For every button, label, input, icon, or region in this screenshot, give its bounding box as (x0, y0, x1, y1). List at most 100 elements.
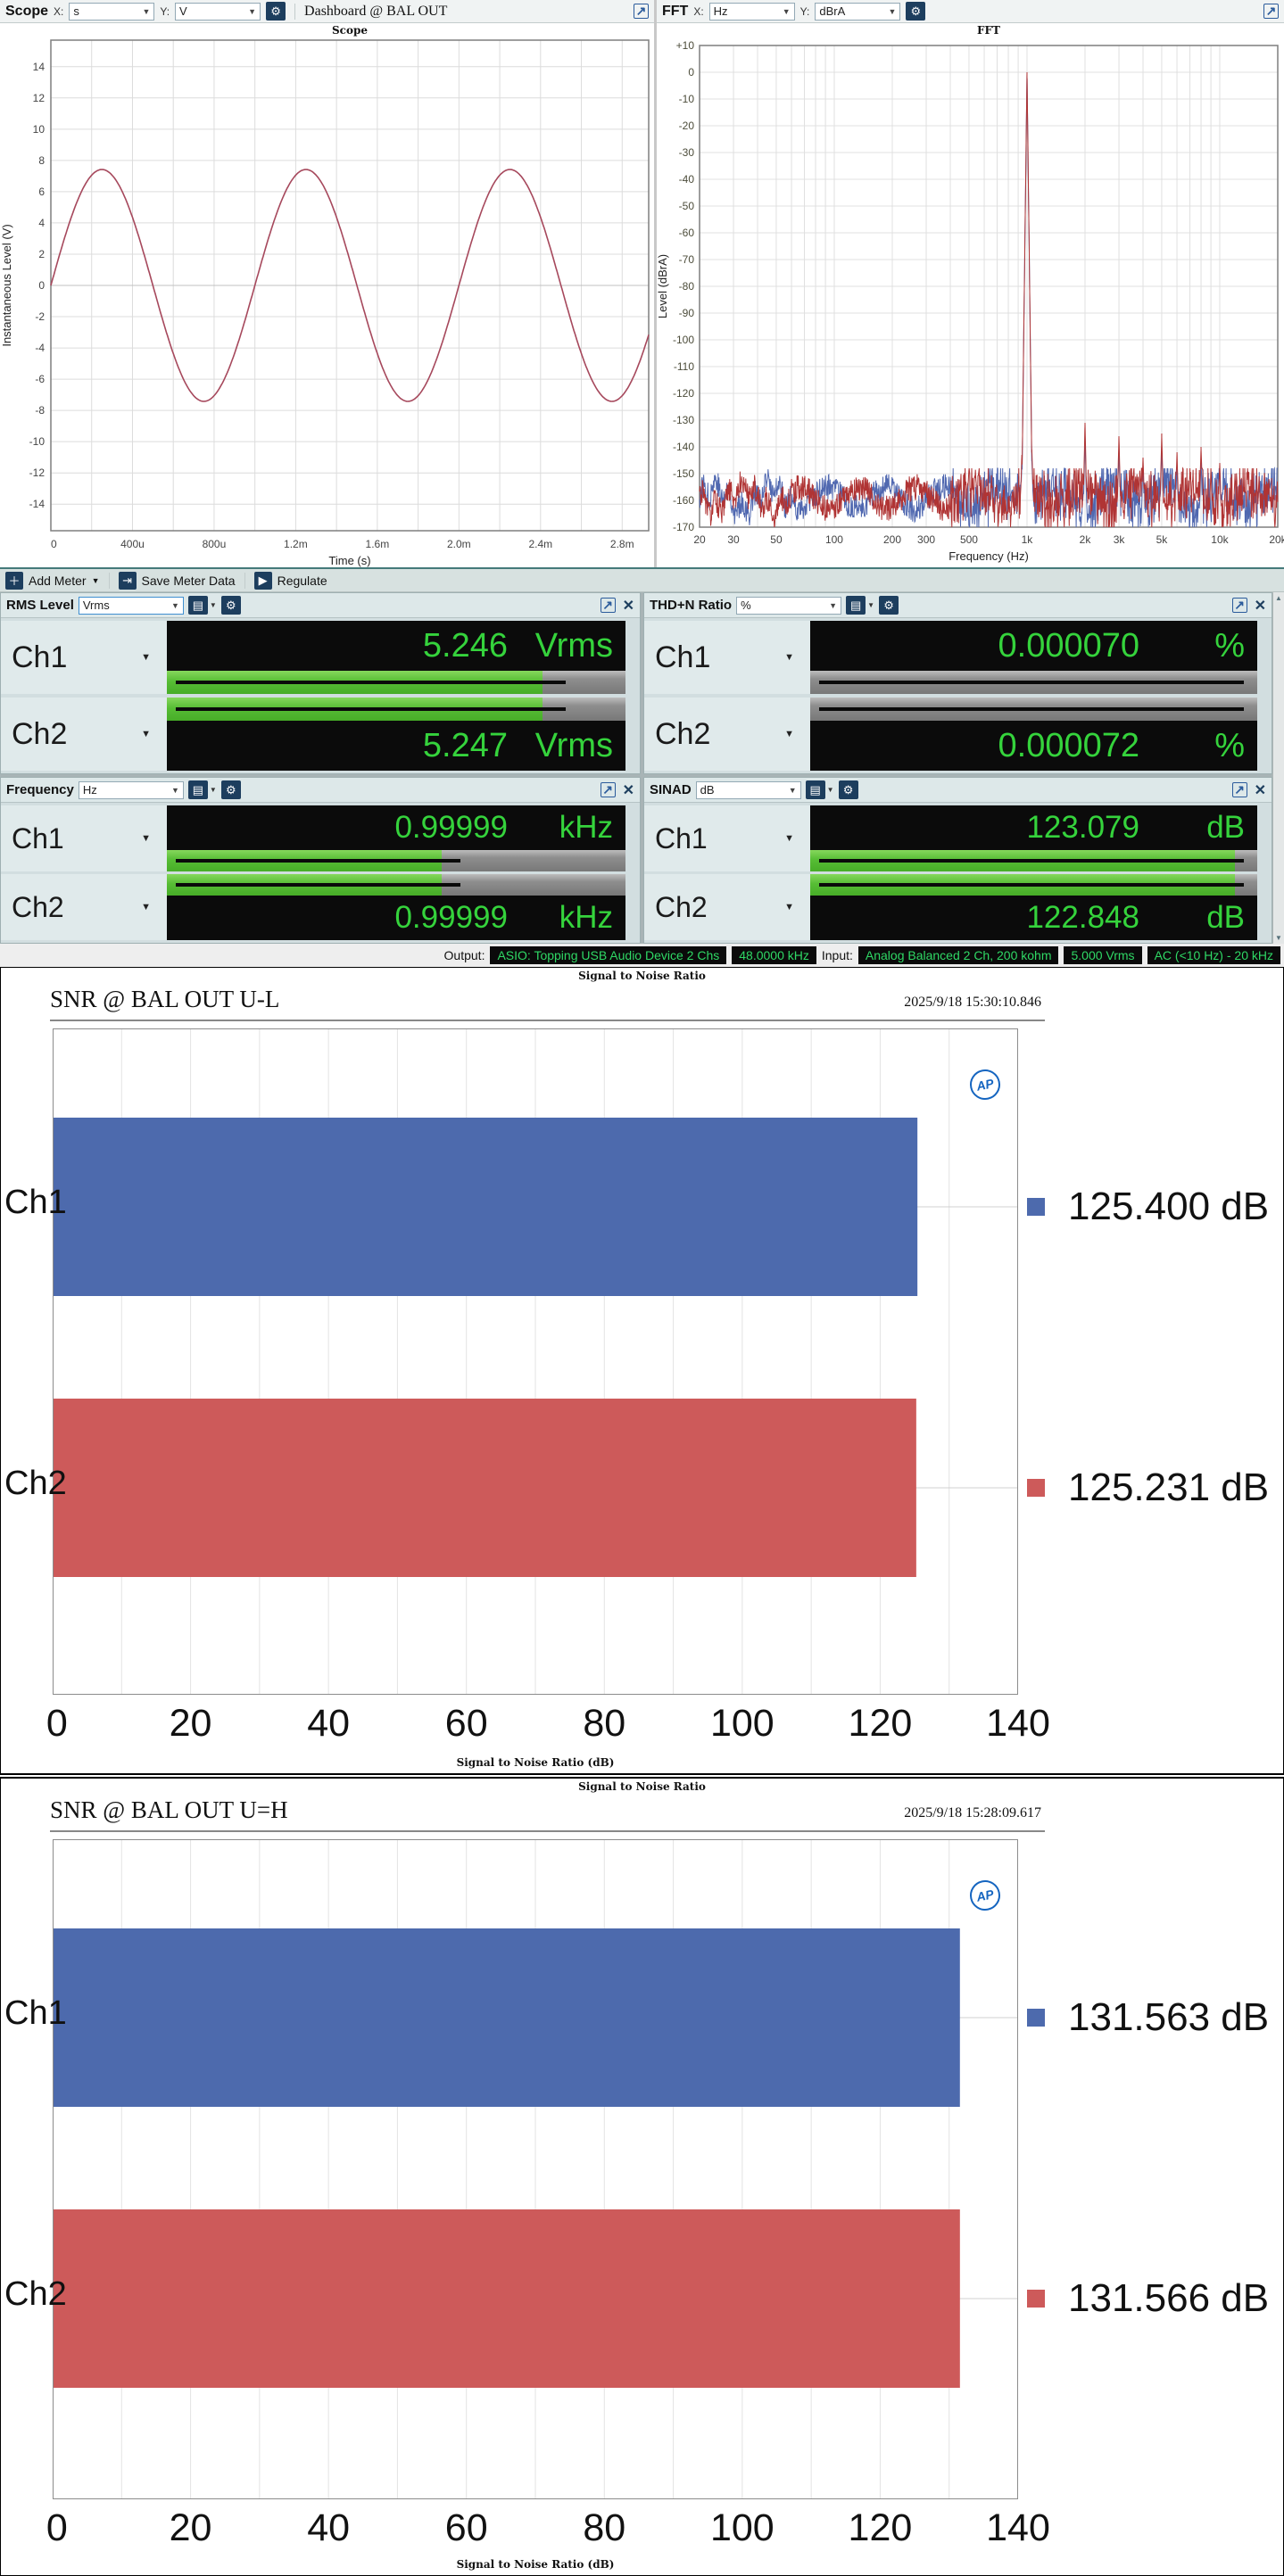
scope-y-unit-select[interactable]: V ▼ (175, 2, 261, 21)
input-config-badge[interactable]: Analog Balanced 2 Ch, 200 kohm (857, 946, 1059, 964)
x-tick-label: 400u (120, 538, 145, 550)
plot-title: Scope (332, 24, 368, 37)
x-tick-label: 20 (693, 533, 706, 546)
legend-ch2: 125.231 dB (1027, 1461, 1269, 1515)
x-tick-label: 500 (960, 533, 978, 546)
channel-selector[interactable]: Ch1 ▼ (644, 621, 810, 694)
x-tick-label: 2.0m (447, 538, 471, 550)
gear-icon[interactable]: ⚙ (906, 2, 926, 21)
popout-icon[interactable]: ↗ (1231, 598, 1247, 613)
output-device-badge[interactable]: ASIO: Topping USB Audio Device 2 Chs (490, 946, 727, 964)
meter-unit-select[interactable]: Hz ▼ (78, 780, 184, 799)
gear-icon[interactable]: ⚙ (220, 780, 241, 799)
popout-icon[interactable]: ↗ (634, 4, 649, 19)
channel-row: Ch1 ▼ 123.079 dB (644, 805, 1257, 871)
meter-readout: 0.99999 kHz (167, 805, 625, 850)
x-tick-label: 3k (1114, 533, 1126, 546)
y-axis-label: Y: (160, 4, 170, 18)
y-tick-label: +10 (676, 39, 695, 52)
scope-x-unit-select[interactable]: s ▼ (69, 2, 155, 21)
channel-selector[interactable]: Ch2 ▼ (1, 874, 167, 940)
sample-rate-badge[interactable]: 48.0000 kHz (732, 946, 816, 964)
x-tick-label: 60 (444, 2506, 488, 2549)
meter-unit-value: % (741, 599, 751, 612)
gear-icon[interactable]: ⚙ (879, 596, 899, 615)
close-icon[interactable]: ✕ (1254, 782, 1266, 798)
popout-icon[interactable]: ↗ (600, 782, 616, 797)
meter-unit: kHz (559, 810, 613, 845)
y-axis-title: Level (dBrA) (657, 254, 669, 318)
meter-scrollbar[interactable]: ▲ ▼ (1272, 592, 1284, 944)
input-filter-badge[interactable]: AC (<10 Hz) - 20 kHz (1147, 946, 1280, 964)
scroll-down-icon[interactable]: ▼ (1275, 934, 1282, 942)
fft-x-unit-value: Hz (713, 4, 728, 18)
meter-view-mode-button[interactable]: ▤ (846, 596, 866, 615)
save-icon: ⇥ (118, 571, 137, 590)
channel-selector[interactable]: Ch1 ▼ (1, 805, 167, 871)
add-meter-button[interactable]: ＋ Add Meter ▼ (5, 571, 100, 590)
channel-selector[interactable]: Ch2 ▼ (1, 698, 167, 771)
y-axis-title: Instantaneous Level (V) (0, 224, 13, 346)
bar-plot-area: AP (53, 1028, 1018, 1695)
chevron-down-icon: ▼ (888, 6, 897, 16)
x-axis-ticks: 0 20 40 60 80 100 120 140 (46, 2506, 1050, 2551)
gear-icon[interactable]: ⚙ (838, 780, 858, 799)
separator (244, 572, 245, 589)
y-tick-label: -50 (679, 200, 695, 212)
x-tick-label: 30 (727, 533, 740, 546)
save-meter-data-button[interactable]: ⇥ Save Meter Data (118, 571, 236, 590)
fft-x-unit-select[interactable]: Hz ▼ (708, 2, 795, 21)
channel-selector[interactable]: Ch2 ▼ (644, 698, 810, 771)
meter-view-mode-button[interactable]: ▤ (805, 780, 825, 799)
chevron-down-icon: ▼ (141, 652, 151, 663)
chevron-down-icon: ▼ (867, 601, 875, 609)
y-tick-label: 10 (33, 123, 46, 136)
x-tick-label: 120 (848, 2506, 913, 2549)
close-icon[interactable]: ✕ (622, 782, 634, 798)
channel-selector[interactable]: Ch2 ▼ (644, 874, 810, 940)
regulate-button[interactable]: ▶ Regulate (253, 571, 327, 590)
popout-icon[interactable]: ↗ (1263, 4, 1279, 19)
close-icon[interactable]: ✕ (622, 598, 634, 614)
close-icon[interactable]: ✕ (1254, 598, 1266, 614)
x-tick-label: 80 (583, 1702, 626, 1745)
chevron-down-icon: ▼ (248, 6, 257, 16)
x-tick-label: 0 (46, 2506, 68, 2549)
channel-label: Ch1 (12, 640, 68, 674)
scroll-up-icon[interactable]: ▲ (1275, 594, 1282, 602)
channel-selector[interactable]: Ch1 ▼ (644, 805, 810, 871)
channel-selector[interactable]: Ch1 ▼ (1, 621, 167, 694)
x-tick-label: 20k (1269, 533, 1284, 546)
chevron-down-icon: ▼ (829, 600, 838, 610)
meter-readout: 5.247 Vrms (167, 721, 625, 771)
meter-value: 0.99999 (394, 900, 508, 935)
meter-value: 123.079 (1026, 810, 1139, 845)
chevron-down-icon: ▼ (209, 786, 217, 794)
meter-unit-select[interactable]: dB ▼ (695, 780, 801, 799)
meter-unit: Vrms (534, 726, 613, 764)
y-tick-label: -12 (29, 466, 46, 479)
gear-icon[interactable]: ⚙ (266, 2, 286, 21)
x-tick-label: 40 (307, 2506, 351, 2549)
meter-readout: 5.246 Vrms (167, 621, 625, 671)
chevron-down-icon: ▼ (141, 833, 151, 844)
meter-panel-thd-n-ratio: THD+N Ratio % ▼ ▤ ▼ ⚙ ↗ ✕ Ch1 ▼ (643, 592, 1272, 774)
y-tick-label: -130 (673, 414, 694, 426)
x-tick-label: 1.6m (366, 538, 390, 550)
meter-unit-select[interactable]: % ▼ (736, 596, 842, 615)
gear-icon[interactable]: ⚙ (220, 596, 241, 615)
panel-splitter[interactable] (654, 0, 657, 567)
bar-plot-area: AP (53, 1839, 1018, 2499)
input-range-badge[interactable]: 5.000 Vrms (1064, 946, 1142, 964)
meter-unit-value: dB (700, 783, 715, 797)
meter-view-mode-button[interactable]: ▤ (187, 596, 208, 615)
meter-panel-sinad: SINAD dB ▼ ▤ ▼ ⚙ ↗ ✕ Ch1 ▼ (643, 777, 1272, 944)
bar-ch1 (53, 1928, 960, 2107)
popout-icon[interactable]: ↗ (600, 598, 616, 613)
fft-y-unit-select[interactable]: dBrA ▼ (815, 2, 901, 21)
x-tick-label: 0 (51, 538, 57, 550)
meter-unit-select[interactable]: Vrms ▼ (78, 596, 184, 615)
popout-icon[interactable]: ↗ (1231, 782, 1247, 797)
meter-view-mode-button[interactable]: ▤ (187, 780, 208, 799)
y-tick-label: -10 (679, 93, 695, 105)
